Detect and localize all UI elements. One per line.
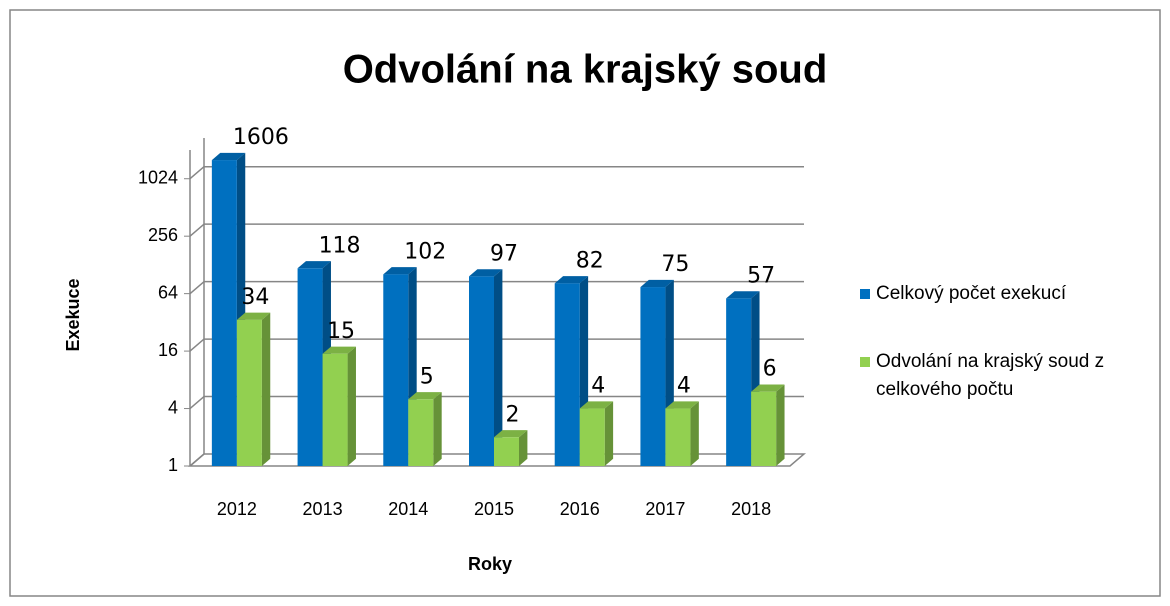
bar [236,319,262,466]
bar-top [726,291,760,299]
data-label: 4 [591,374,605,399]
bar-side [776,384,785,466]
bar-top [579,401,614,409]
legend: Celkový počet exekucí Odvolání na krajský… [860,280,1160,444]
data-label: 34 [241,285,269,310]
bar [751,391,777,466]
data-label: 102 [404,239,446,264]
data-label: 4 [677,374,691,399]
bar-top [236,312,271,320]
data-label: 2 [506,402,520,427]
x-tick-label: 2014 [388,499,428,519]
bar-top [211,152,246,161]
x-tick-label: 2017 [645,499,685,519]
y-tick-label: 4 [168,397,178,417]
y-tick-label: 1024 [138,167,178,187]
x-tick-label: 2013 [303,499,343,519]
grid-line [189,281,205,295]
bar-top [408,392,442,400]
bar-side [347,346,356,466]
bar-side [261,312,271,466]
bar-top [751,384,785,392]
data-label: 15 [327,319,355,344]
grid-line [189,395,205,410]
bar [494,437,519,466]
y-tick-label: 16 [158,340,178,360]
x-tick-label: 2016 [560,499,600,519]
data-label: 75 [661,252,689,277]
bar [726,298,752,466]
legend-entry: Odvolání na krajský soud z celkového poč… [860,348,1160,404]
data-label: 1606 [233,125,289,150]
bar-top [494,430,528,438]
x-tick-label: 2018 [731,499,771,519]
legend-entry: Celkový počet exekucí [860,280,1160,308]
data-label: 5 [420,364,434,389]
bar [640,287,666,466]
bar-top [469,269,503,277]
bar-side [690,401,699,466]
data-label: 6 [763,357,777,382]
bar-top [297,261,331,269]
legend-swatch [860,289,870,299]
bar-top [640,279,674,288]
y-axis-label: Exekuce [63,278,83,351]
data-label: 57 [747,263,775,288]
x-tick-label: 2015 [474,499,514,519]
y-tick-label: 1 [168,455,178,475]
bar-top [322,346,356,354]
bar [322,353,348,466]
bar-top [665,401,699,409]
chart-title: Odvolání na krajský soud [343,48,828,92]
legend-swatch [860,357,870,367]
legend-label: Odvolání na krajský soud z celkového poč… [876,351,1105,400]
bar-top [554,276,589,284]
data-label: 118 [319,233,361,258]
bar-side [494,269,503,466]
bar [579,408,605,466]
bar [469,276,494,466]
bar [408,399,434,466]
data-label: 97 [490,241,518,266]
y-tick-label: 64 [158,282,178,302]
y-tick-label: 256 [148,225,178,245]
bar [554,283,580,466]
bar [211,160,237,466]
bar [665,408,691,466]
x-tick-label: 2012 [217,499,257,519]
grid-line [189,223,205,237]
bar-side [519,430,528,466]
bar-top [383,267,417,275]
data-label: 82 [576,248,604,273]
grid-line [189,166,205,180]
bar [297,268,323,466]
bar [383,274,409,466]
bar-side [604,401,614,466]
legend-label: Celkový počet exekucí [876,283,1067,304]
grid-line [189,338,205,352]
bar-side [433,392,442,466]
x-axis-label: Roky [468,554,512,574]
